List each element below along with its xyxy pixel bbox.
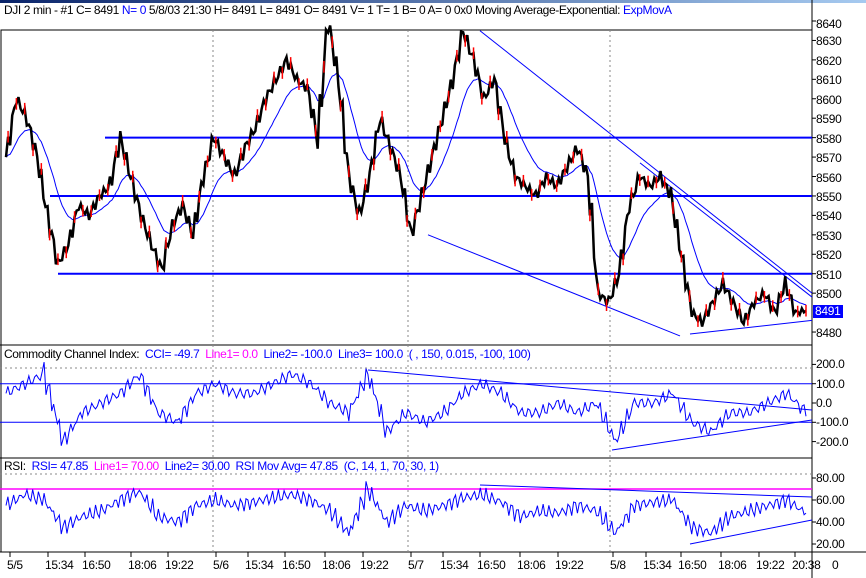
- rsi-value: RSI= 47.85: [31, 459, 89, 473]
- time-tick-label: 19:22: [756, 558, 785, 572]
- price-tick-label: 8480: [816, 326, 842, 341]
- cci-tick-label: 100.0: [816, 376, 845, 391]
- trendline: [427, 234, 681, 337]
- cci-label: Commodity Channel Index:: [4, 347, 140, 361]
- high: H= 8491: [213, 3, 257, 17]
- cci-tick-label: 200.0: [816, 357, 845, 372]
- title-bar: [0, 0, 866, 3]
- cci-tick-label: -200.0: [816, 434, 849, 449]
- time-tick-label: 18:06: [128, 558, 157, 572]
- rsi-tick-label: 40.00: [816, 515, 845, 529]
- t: T= 1: [376, 3, 399, 17]
- cci-value: CCI= -49.7: [145, 347, 200, 361]
- price-tick-label: 8590: [816, 112, 842, 127]
- time-tick-label: 19:22: [555, 558, 584, 572]
- cci-params: ( , 150, 0.015, -100, 100): [408, 347, 531, 361]
- low: L= 8491: [259, 3, 301, 17]
- time-tick-label: 16:50: [282, 558, 311, 572]
- time-tick-label: 16:50: [82, 558, 111, 572]
- cci-trendline: [611, 419, 813, 451]
- time-tick-label: 16:50: [678, 558, 707, 572]
- time-axis-end: 0: [832, 558, 839, 572]
- rsi-line2: Line2= 30.00: [164, 459, 230, 473]
- price-tick-label: 8640: [816, 17, 842, 31]
- cci-line3: Line3= 100.0: [337, 347, 403, 361]
- time-tick-label: 15:34: [45, 558, 74, 572]
- price-tick-label: 8530: [816, 228, 842, 243]
- price-tick-label: 8540: [816, 209, 842, 224]
- n-value: N= 0: [121, 3, 146, 17]
- cci-tick-label: 0.0: [816, 396, 832, 410]
- time-tick-label: 15:34: [440, 558, 469, 572]
- rsi-line: [5, 481, 807, 538]
- rsi-label: RSI:: [4, 459, 26, 473]
- trendline: [689, 319, 813, 335]
- price-tick-label: 8610: [816, 73, 842, 88]
- rsi-tick-label: 80.00: [816, 471, 845, 485]
- time-tick-label: 19:22: [360, 558, 389, 572]
- time-tick-label: 18:06: [718, 558, 747, 572]
- price-tick-label: 8500: [816, 287, 842, 302]
- price-tick-label: 8510: [816, 267, 842, 282]
- rsi-params: (C, 14, 1, 70, 30, 1): [343, 459, 439, 473]
- cci-trendline: [367, 369, 813, 411]
- rsi-tick-label: 20.00: [816, 537, 845, 551]
- b: B= 0: [401, 3, 426, 17]
- a: A= 0: [427, 3, 452, 17]
- close-value: C= 8491: [76, 3, 119, 17]
- cci-tick-label: -100.0: [816, 415, 849, 430]
- open: O= 8491: [303, 3, 348, 17]
- rsi-mov-avg: RSI Mov Avg= 47.85: [235, 459, 339, 473]
- price-header: DJI 2 min - #1 C= 8491 N= 0 5/8/03 21:30…: [4, 4, 672, 17]
- study-label: Moving Average-Exponential:: [475, 3, 621, 17]
- time-tick-label: 5/5: [7, 558, 23, 572]
- cci-line1: Line1= 0.0: [205, 347, 258, 361]
- time-tick-label: 16:50: [477, 558, 506, 572]
- time-tick-label: 15:34: [245, 558, 274, 572]
- trendline: [479, 30, 813, 294]
- price-tick-label: 8600: [816, 92, 842, 107]
- study-name: ExpMovA: [623, 3, 672, 17]
- time-tick-label: 15:34: [643, 558, 672, 572]
- time-tick-label: 19:22: [165, 558, 194, 572]
- rsi-trendline: [479, 484, 813, 498]
- size: 0x0: [453, 3, 473, 17]
- price-tick-label: 8630: [816, 34, 842, 49]
- cci-line2: Line2= -100.0: [263, 347, 333, 361]
- price-tick-label: 8550: [816, 189, 842, 204]
- price-tick-label: 8560: [816, 170, 842, 185]
- time-tick-label: 5/6: [213, 558, 229, 572]
- time-tick-label: 18:06: [517, 558, 546, 572]
- trendline: [639, 162, 813, 298]
- time-tick-label: 18:06: [322, 558, 351, 572]
- symbol: DJI: [4, 3, 21, 17]
- v: V= 1: [350, 3, 374, 17]
- time-tick-label: 20:38: [792, 558, 821, 572]
- time-tick-label: 5/8: [610, 558, 626, 572]
- rsi-header: RSI: RSI= 47.85 Line1= 70.00 Line2= 30.0…: [4, 460, 439, 473]
- price-tick-label: 8520: [816, 248, 842, 263]
- price-tick-label: 8580: [816, 131, 842, 146]
- cci-line: [5, 362, 807, 446]
- time: 21:30: [182, 3, 211, 17]
- time-tick-label: 5/7: [408, 558, 424, 572]
- date: 5/8/03: [148, 3, 180, 17]
- last-price-label: 8491: [813, 304, 843, 318]
- price-tick-label: 8570: [816, 151, 842, 166]
- rsi-trendline: [689, 519, 813, 545]
- interval: 2 min - #1: [23, 3, 74, 17]
- rsi-tick-label: 60.00: [816, 493, 845, 507]
- cci-header: Commodity Channel Index: CCI= -49.7 Line…: [4, 347, 531, 361]
- price-tick-label: 8620: [816, 53, 842, 68]
- rsi-line1: Line1= 70.00: [93, 459, 159, 473]
